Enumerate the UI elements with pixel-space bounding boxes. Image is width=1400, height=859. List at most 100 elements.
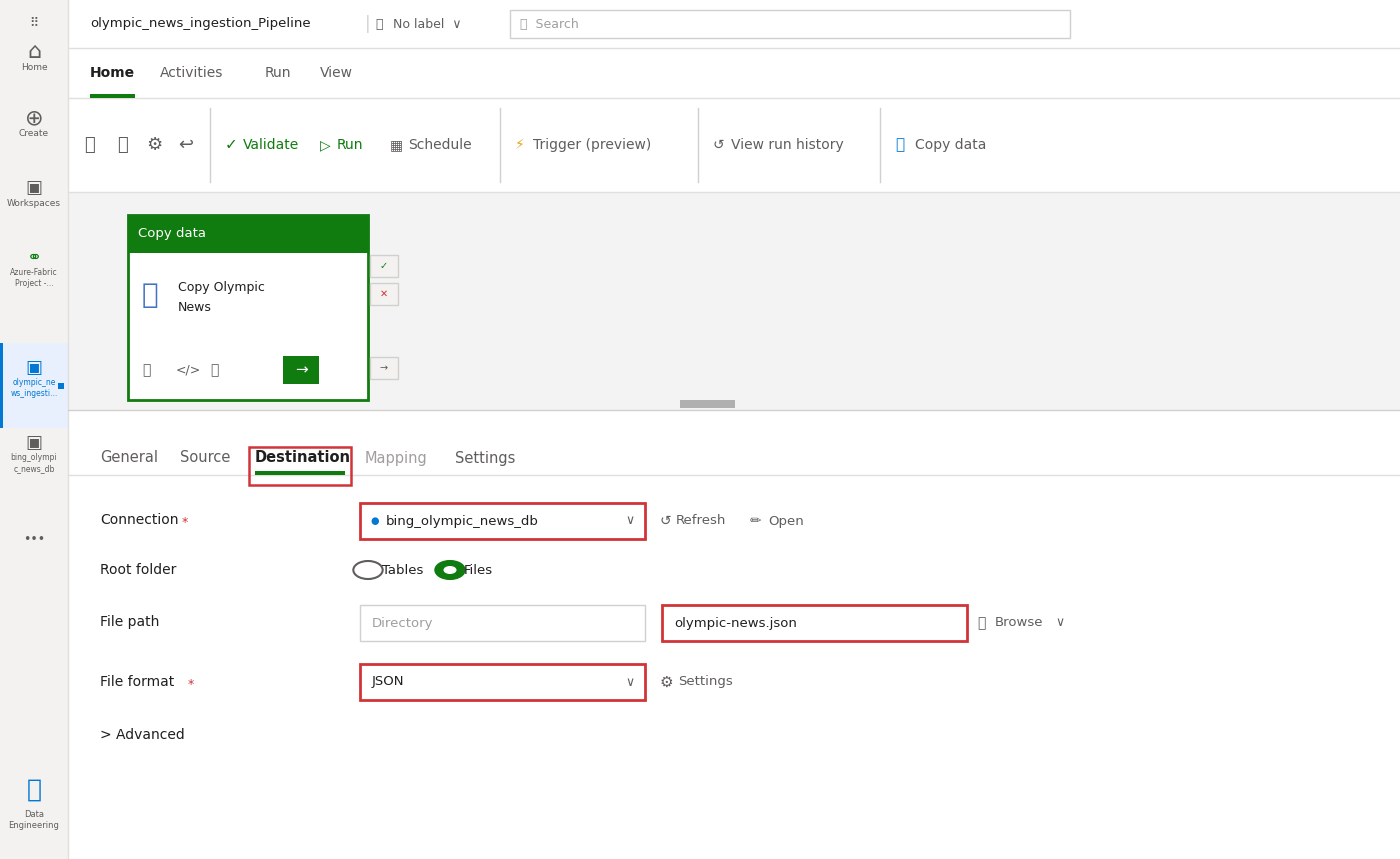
Text: Schedule: Schedule [407, 138, 472, 152]
Text: Workspaces: Workspaces [7, 198, 62, 208]
Text: Home: Home [90, 66, 136, 80]
Text: No label  ∨: No label ∨ [393, 17, 462, 31]
Text: JSON: JSON [372, 675, 405, 689]
Bar [283, 356, 319, 384]
Text: News: News [178, 301, 211, 314]
Text: ▣: ▣ [25, 179, 42, 197]
Text: →: → [379, 363, 388, 373]
Text: Copy data: Copy data [916, 138, 987, 152]
Bar [57, 383, 64, 389]
Circle shape [353, 561, 382, 579]
Bar [255, 471, 344, 475]
Text: ✓: ✓ [225, 137, 238, 153]
Text: Browse: Browse [995, 617, 1043, 630]
Bar [0, 343, 3, 428]
Text: 💾: 💾 [84, 136, 95, 154]
Text: ●: ● [370, 516, 378, 526]
Text: ∨: ∨ [624, 675, 634, 689]
Text: ✓: ✓ [379, 261, 388, 271]
Text: ⚡: ⚡ [515, 138, 525, 152]
Text: Data
Engineering: Data Engineering [8, 810, 59, 830]
Bar [680, 400, 735, 408]
Text: olympic_news_ingestion_Pipeline: olympic_news_ingestion_Pipeline [90, 17, 311, 31]
Text: Run: Run [337, 138, 364, 152]
Bar [69, 98, 1400, 192]
Text: General: General [99, 450, 158, 466]
Text: Activities: Activities [160, 66, 224, 80]
Text: bing_olympi
c_news_db: bing_olympi c_news_db [11, 454, 57, 472]
Text: ↩: ↩ [178, 136, 193, 154]
Text: olympic-news.json: olympic-news.json [673, 617, 797, 630]
Text: ⧉: ⧉ [210, 363, 218, 377]
Text: ▣: ▣ [25, 434, 42, 452]
Text: olympic_ne
ws_ingesti...: olympic_ne ws_ingesti... [10, 378, 57, 398]
Text: 🔷: 🔷 [895, 137, 904, 153]
Text: ▣: ▣ [25, 359, 42, 377]
Bar [69, 192, 1400, 410]
Bar [0, 0, 69, 859]
Text: 🗑: 🗑 [141, 363, 150, 377]
Bar [370, 283, 398, 305]
Text: ↺: ↺ [659, 514, 672, 528]
Bar [370, 255, 398, 277]
Text: Trigger (preview): Trigger (preview) [533, 138, 651, 152]
Text: 🛡: 🛡 [375, 17, 382, 31]
Text: Azure-Fabric
Project -...: Azure-Fabric Project -... [10, 268, 57, 288]
Text: ⠿: ⠿ [29, 16, 39, 29]
Bar [69, 0, 1400, 48]
Text: Connection: Connection [99, 513, 179, 527]
Text: File path: File path [99, 615, 160, 629]
Text: ✏: ✏ [750, 514, 762, 528]
Text: bing_olympic_news_db: bing_olympic_news_db [386, 515, 539, 527]
Bar [662, 605, 967, 641]
Text: 🔍  Search: 🔍 Search [519, 17, 578, 31]
Text: ⚙: ⚙ [146, 136, 162, 154]
Bar [360, 503, 645, 539]
Text: ▷: ▷ [321, 138, 330, 152]
Text: ⌂: ⌂ [27, 42, 41, 62]
Text: 🔵: 🔵 [27, 778, 42, 802]
Text: Source: Source [181, 450, 231, 466]
Text: Copy Olympic: Copy Olympic [178, 282, 265, 295]
Text: Home: Home [21, 64, 48, 72]
Text: View: View [321, 66, 353, 80]
Text: Directory: Directory [372, 617, 434, 630]
Text: File format: File format [99, 675, 174, 689]
Text: Open: Open [769, 515, 804, 527]
Text: 📋: 📋 [116, 136, 127, 154]
Text: </>: </> [176, 363, 202, 376]
Text: |: | [365, 15, 371, 33]
Bar [370, 357, 398, 379]
Text: 🗄: 🗄 [141, 281, 158, 309]
Text: Settings: Settings [455, 450, 515, 466]
Text: > Advanced: > Advanced [99, 728, 185, 742]
Text: ▦: ▦ [391, 138, 403, 152]
Text: Validate: Validate [244, 138, 300, 152]
Text: →: → [294, 362, 308, 377]
Text: ⚙: ⚙ [659, 674, 673, 690]
Text: Tables: Tables [382, 564, 423, 576]
Text: Files: Files [463, 564, 493, 576]
Bar [69, 48, 1400, 98]
Bar [510, 10, 1070, 38]
Text: ↺: ↺ [713, 138, 725, 152]
Text: 📁: 📁 [977, 616, 986, 630]
Text: ⊕: ⊕ [25, 108, 43, 128]
Bar [249, 447, 351, 485]
Bar [0, 343, 69, 428]
Text: View run history: View run history [731, 138, 844, 152]
Bar [69, 410, 1400, 859]
Text: Refresh: Refresh [676, 515, 727, 527]
Text: ✕: ✕ [379, 289, 388, 299]
Text: Destination: Destination [255, 450, 351, 466]
Text: ∨: ∨ [1056, 617, 1064, 630]
Text: •••: ••• [22, 533, 45, 546]
Text: ∨: ∨ [624, 515, 634, 527]
Text: Copy data: Copy data [139, 228, 206, 241]
Bar [90, 94, 134, 98]
Text: Root folder: Root folder [99, 563, 176, 577]
Text: Mapping: Mapping [365, 450, 428, 466]
Bar [127, 215, 368, 253]
Text: Settings: Settings [678, 675, 732, 689]
Text: *: * [188, 678, 195, 691]
